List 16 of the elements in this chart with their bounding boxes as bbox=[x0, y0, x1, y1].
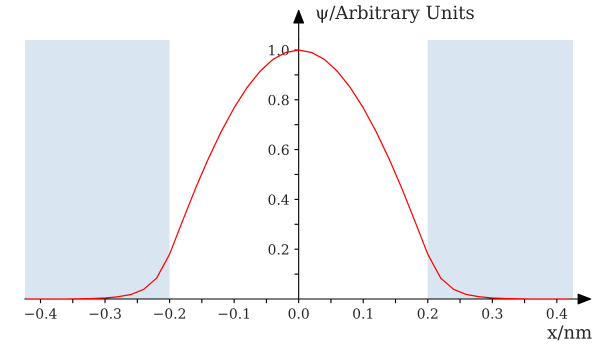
x-tick-label: 0.3 bbox=[482, 308, 502, 319]
y-tick-label: 1.0 bbox=[269, 44, 289, 56]
x-tick-label: 0.2 bbox=[418, 308, 438, 319]
x-tick-label: −0.4 bbox=[25, 308, 57, 319]
y-tick-label: 0.6 bbox=[268, 144, 289, 156]
x-tick-label: −0.1 bbox=[218, 308, 250, 319]
y-tick-label: 0.2 bbox=[268, 244, 288, 255]
x-tick-label: 0.1 bbox=[353, 308, 372, 319]
y-tick-label: 0.8 bbox=[268, 94, 289, 106]
x-tick-label: −0.3 bbox=[90, 308, 121, 319]
x-tick-label: 0.4 bbox=[546, 308, 568, 319]
y-tick-label: 0.4 bbox=[268, 194, 289, 205]
y-axis-title: ψ/Arbitrary Units bbox=[316, 5, 474, 23]
x-tick-label: 0.0 bbox=[288, 308, 309, 319]
x-tick-label: −0.2 bbox=[154, 308, 186, 319]
x-axis-title: x/nm bbox=[547, 325, 592, 340]
